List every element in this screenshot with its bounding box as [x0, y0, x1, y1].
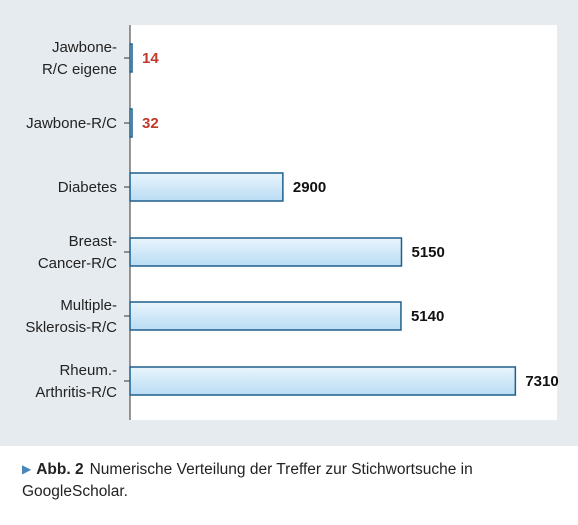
category-label-line: Jawbone- — [52, 39, 117, 56]
category-label-line: Arthritis-R/C — [35, 384, 117, 401]
bar — [129, 43, 133, 73]
category-label-line: Breast- — [69, 233, 117, 250]
category-label-line: Jawbone-R/C — [26, 115, 117, 132]
caption-band: ▶ Abb. 2 Numerische Verteilung der Treffer… — [0, 440, 578, 525]
category-label-line: Multiple- — [60, 297, 117, 314]
figure-label: Abb. 2 — [36, 461, 84, 478]
value-label: 2900 — [293, 179, 326, 196]
bar — [129, 301, 402, 331]
bar — [129, 108, 133, 138]
bar — [129, 172, 284, 202]
category-label: Multiple- Sklerosis-R/C — [25, 297, 117, 336]
caption-text: Numerische Verteilung der Treffer zur St… — [22, 461, 473, 500]
figure-caption: ▶ Abb. 2 Numerische Verteilung der Treffer… — [22, 458, 542, 503]
value-label: 14 — [142, 50, 159, 67]
caption-divider — [0, 440, 578, 446]
value-label: 7310 — [525, 373, 558, 390]
bar — [129, 237, 403, 267]
plot-area — [130, 25, 557, 420]
value-label: 5140 — [411, 308, 444, 325]
category-label: Rheum.- Arthritis-R/C — [35, 362, 117, 401]
category-label: Jawbone- R/C eigene — [42, 39, 117, 78]
category-label-line: R/C eigene — [42, 61, 117, 78]
category-label-line: Rheum.- — [59, 362, 117, 379]
bar — [129, 366, 517, 396]
category-label-line: Cancer-R/C — [38, 255, 117, 272]
category-label-line: Sklerosis-R/C — [25, 319, 117, 336]
category-label: Diabetes — [58, 179, 117, 196]
caption-marker-icon: ▶ — [22, 462, 32, 476]
bar-chart: Jawbone- R/C eigene Jawbone-R/C Diabetes Bre… — [25, 25, 559, 420]
category-label: Jawbone-R/C — [26, 115, 117, 132]
category-label: Breast- Cancer-R/C — [38, 233, 117, 272]
category-label-line: Diabetes — [58, 179, 117, 196]
value-label: 32 — [142, 115, 159, 132]
value-label: 5150 — [411, 244, 444, 261]
